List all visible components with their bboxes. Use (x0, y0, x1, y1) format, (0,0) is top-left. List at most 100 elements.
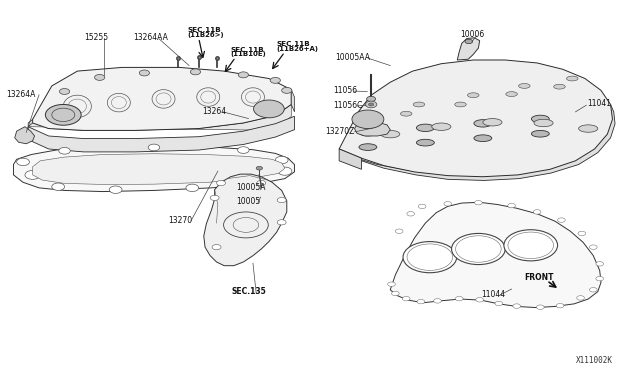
Polygon shape (33, 154, 285, 185)
Text: SEC.11B: SEC.11B (276, 41, 310, 47)
Circle shape (476, 298, 483, 302)
Circle shape (589, 245, 597, 249)
Polygon shape (13, 146, 294, 192)
Ellipse shape (359, 144, 377, 150)
Circle shape (190, 69, 200, 75)
Circle shape (277, 198, 286, 203)
Text: 13264A: 13264A (6, 90, 35, 99)
Circle shape (59, 147, 70, 154)
Ellipse shape (483, 119, 502, 126)
Text: 10006: 10006 (461, 30, 484, 39)
Ellipse shape (566, 76, 578, 81)
Circle shape (578, 231, 586, 235)
Circle shape (52, 183, 65, 190)
Circle shape (596, 276, 604, 281)
Ellipse shape (359, 129, 377, 136)
Polygon shape (28, 105, 291, 131)
Text: (11B26+A): (11B26+A) (276, 46, 319, 52)
Text: 10005A: 10005A (236, 183, 265, 192)
Circle shape (45, 105, 81, 125)
Circle shape (536, 305, 544, 310)
Circle shape (148, 144, 160, 151)
Circle shape (210, 195, 219, 201)
Text: FRONT: FRONT (524, 273, 554, 282)
Text: 11056: 11056 (333, 86, 357, 95)
Text: 10005: 10005 (236, 197, 260, 206)
Polygon shape (458, 38, 479, 60)
Text: SEC.135: SEC.135 (232, 287, 267, 296)
Circle shape (508, 203, 515, 208)
Text: 13270: 13270 (168, 216, 192, 225)
Polygon shape (339, 105, 615, 180)
Circle shape (388, 282, 396, 286)
Circle shape (140, 70, 150, 76)
Circle shape (403, 241, 457, 273)
Circle shape (504, 230, 557, 261)
Text: 13264AA: 13264AA (134, 33, 168, 42)
Polygon shape (204, 174, 287, 266)
Text: (11B10E): (11B10E) (230, 51, 266, 57)
Ellipse shape (579, 125, 598, 132)
Ellipse shape (474, 135, 492, 141)
Circle shape (452, 234, 505, 264)
Circle shape (352, 110, 384, 129)
Ellipse shape (531, 131, 549, 137)
Polygon shape (33, 67, 291, 131)
Circle shape (577, 296, 584, 300)
Polygon shape (28, 116, 294, 152)
Circle shape (277, 220, 286, 225)
Text: SEC.11B: SEC.11B (187, 28, 221, 33)
Ellipse shape (506, 92, 517, 96)
Circle shape (456, 296, 463, 301)
Circle shape (282, 87, 292, 93)
Ellipse shape (467, 93, 479, 97)
Ellipse shape (534, 119, 553, 127)
Text: 11041: 11041 (587, 99, 611, 108)
Circle shape (434, 299, 442, 303)
Circle shape (403, 296, 410, 301)
Ellipse shape (554, 84, 565, 89)
Ellipse shape (413, 102, 425, 107)
Circle shape (17, 158, 29, 166)
Text: SEC.11B: SEC.11B (230, 46, 264, 52)
Polygon shape (339, 60, 612, 177)
Circle shape (367, 96, 376, 102)
Polygon shape (28, 119, 33, 127)
Circle shape (25, 170, 40, 179)
Circle shape (109, 186, 122, 193)
Circle shape (270, 77, 280, 83)
Circle shape (369, 103, 374, 106)
Circle shape (365, 101, 377, 108)
Circle shape (60, 89, 70, 94)
Circle shape (275, 156, 288, 164)
Polygon shape (339, 149, 362, 169)
Text: 11044: 11044 (481, 290, 505, 299)
Circle shape (407, 212, 415, 216)
Circle shape (444, 202, 452, 206)
Circle shape (495, 301, 502, 306)
Ellipse shape (474, 120, 492, 127)
Ellipse shape (518, 84, 530, 88)
Polygon shape (355, 122, 390, 136)
Text: 13270Z: 13270Z (325, 126, 355, 136)
Circle shape (589, 288, 597, 292)
Ellipse shape (455, 102, 467, 107)
Circle shape (419, 204, 426, 209)
Circle shape (238, 72, 248, 78)
Circle shape (95, 74, 105, 80)
Circle shape (557, 218, 565, 222)
Ellipse shape (381, 131, 400, 138)
Circle shape (474, 201, 482, 205)
Circle shape (465, 39, 472, 44)
Circle shape (253, 100, 284, 118)
Polygon shape (390, 202, 601, 308)
Text: 10005AA: 10005AA (335, 52, 371, 61)
Circle shape (278, 167, 292, 175)
Text: 11056C: 11056C (333, 101, 362, 110)
Text: (11B26>): (11B26>) (187, 32, 224, 38)
Circle shape (392, 291, 399, 296)
Circle shape (243, 178, 256, 185)
Polygon shape (291, 90, 294, 112)
Circle shape (513, 304, 520, 308)
Circle shape (216, 180, 225, 186)
